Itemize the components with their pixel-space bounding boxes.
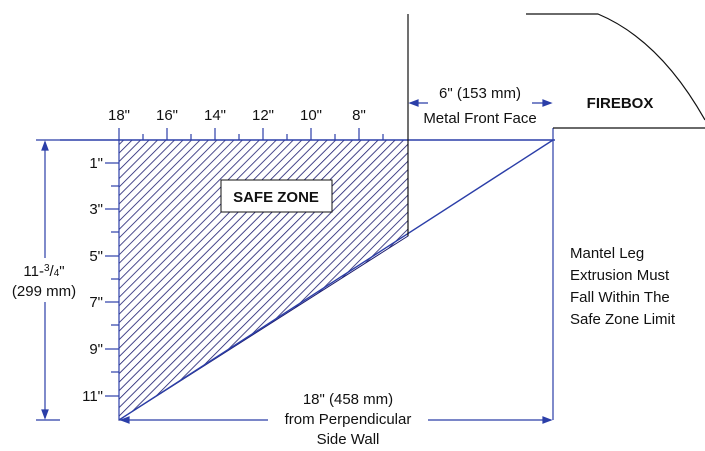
width-dimension-line2: from Perpendicular [285,411,412,428]
width-dimension-line3: Side Wall [317,431,380,448]
left-ruler-label: 11" [82,388,103,405]
height-dimension-metric: (299 mm) [12,283,76,300]
metal-face-measure: 6" (153 mm) [439,85,521,102]
top-ruler-ticks [118,128,384,140]
safe-zone-label: SAFE ZONE [233,189,319,206]
left-ruler-label: 5" [89,248,103,265]
top-ruler-label: 18" [108,107,130,124]
safe-zone-limit-line [118,139,554,421]
firebox-label: FIREBOX [587,95,654,112]
left-ruler-ticks [105,162,119,397]
top-ruler-label: 16" [156,107,178,124]
top-ruler-label: 12" [252,107,274,124]
metal-face-label: Metal Front Face [423,110,536,127]
left-ruler-label: 7" [89,294,103,311]
note-line: Fall Within The [570,289,670,306]
width-dimension-measure: 18" (458 mm) [303,391,393,408]
top-ruler-label: 14" [204,107,226,124]
safe-zone-label-box [220,179,333,213]
top-ruler-label: 10" [300,107,322,124]
height-dimension-fraction: 11-3/4" [23,263,64,280]
top-ruler-label: 8" [352,107,366,124]
left-ruler-label: 9" [89,341,103,358]
left-ruler-label: 3" [89,201,103,218]
note-line: Mantel Leg [570,245,644,262]
note-line: Safe Zone Limit [570,311,676,328]
note-line: Extrusion Must [570,267,670,284]
firebox-outline [526,13,705,129]
left-ruler-label: 1" [89,155,103,172]
